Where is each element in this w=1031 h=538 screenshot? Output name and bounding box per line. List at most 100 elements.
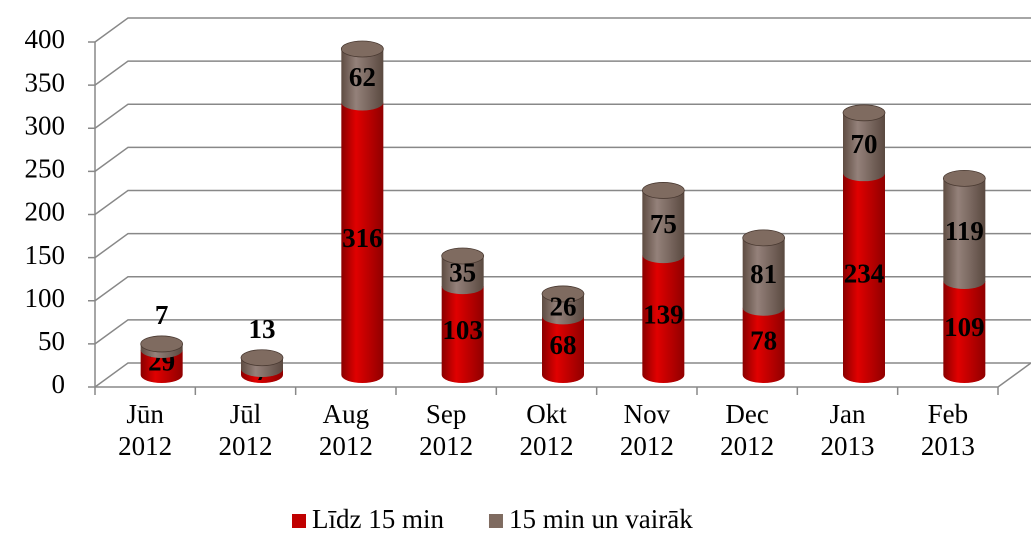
legend-label: Līdz 15 min — [312, 504, 444, 534]
y-tick-label: 0 — [52, 369, 66, 399]
cylinder-body — [642, 255, 685, 383]
y-tick-label: 400 — [25, 24, 66, 54]
grid-line — [94, 103, 1031, 129]
y-tick-label: 300 — [25, 110, 66, 140]
x-tick-line: Aug — [323, 399, 370, 429]
y-tick-label: 200 — [25, 197, 66, 227]
value-label: 68 — [550, 330, 577, 360]
x-tick-line: 2012 — [720, 431, 774, 461]
value-label: 234 — [844, 258, 885, 288]
value-label: 109 — [944, 312, 985, 342]
cylinder-body — [843, 112, 885, 182]
y-tick-label: 100 — [25, 283, 66, 313]
x-tick-label: Nov 2012 — [620, 399, 674, 461]
grid-line — [94, 146, 1031, 172]
bar — [641, 182, 685, 264]
bar — [340, 40, 384, 111]
value-label: 103 — [442, 315, 483, 345]
bar — [140, 335, 184, 358]
legend-swatch — [488, 514, 503, 528]
cylinder-top — [140, 335, 184, 353]
x-tick-label: Sep 2012 — [419, 399, 473, 461]
y-tick-label: 250 — [25, 154, 66, 184]
value-label: 7 — [155, 300, 169, 330]
cylinder-top — [441, 247, 485, 265]
cylinder-body — [742, 237, 785, 316]
cylinder-body — [441, 255, 484, 295]
x-tick-line: Nov — [624, 399, 671, 429]
bar — [542, 316, 584, 383]
x-tick-label: Okt 2012 — [520, 399, 574, 461]
value-label: 13 — [249, 314, 276, 344]
bar — [341, 102, 384, 383]
x-tick-line: 2013 — [921, 431, 975, 461]
bar — [742, 307, 785, 383]
bar — [441, 286, 484, 383]
grid-line — [94, 232, 1031, 259]
x-tick-line: Jūl — [230, 399, 262, 429]
grid-line — [94, 60, 1031, 86]
grid-line — [94, 276, 1031, 302]
cylinder-top — [842, 104, 886, 122]
grid-line — [94, 17, 1031, 43]
cylinder-top — [340, 40, 384, 58]
x-tick-line: Jan — [830, 399, 866, 429]
x-tick-line: 2012 — [118, 431, 172, 461]
cylinder-top — [240, 349, 284, 367]
x-tick-line: 2013 — [821, 431, 875, 461]
cylinder-body — [742, 307, 785, 383]
x-tick-line: Feb — [928, 399, 969, 429]
grid-line — [94, 319, 1031, 345]
x-tick-label: Jan 2013 — [821, 399, 875, 461]
x-tick-line: Sep — [426, 399, 467, 429]
cylinder-top — [541, 285, 585, 303]
x-tick-line: 2012 — [620, 431, 674, 461]
x-tick-line: Jūn — [126, 399, 164, 429]
x-tick-line: 2012 — [419, 431, 473, 461]
value-label: 35 — [449, 257, 476, 287]
value-label: 119 — [945, 216, 984, 246]
cylinder-body — [140, 349, 183, 383]
cylinder-body — [341, 102, 384, 383]
legend-label: 15 min un vairāk — [509, 504, 693, 534]
x-tick-label: Feb 2013 — [921, 399, 975, 461]
value-label: 78 — [750, 326, 777, 356]
legend-swatch — [292, 514, 306, 528]
bar — [942, 169, 986, 289]
x-tick-line: 2012 — [319, 431, 373, 461]
x-tick-line: 2012 — [219, 431, 273, 461]
x-tick-label: Aug 2012 — [319, 399, 373, 461]
grid-line — [94, 362, 1031, 388]
bar — [742, 229, 786, 316]
bar — [842, 104, 886, 182]
bar — [843, 173, 885, 383]
x-tick-line: Okt — [526, 399, 567, 429]
cylinder-top — [742, 229, 786, 247]
cylinder-body — [943, 178, 986, 289]
cylinder-body — [943, 280, 986, 383]
value-label: 26 — [550, 291, 577, 321]
bar — [441, 247, 485, 295]
x-tick-label: Jūl 2012 — [219, 399, 273, 461]
cylinder-body — [642, 190, 685, 264]
x-tick-label: Dec 2012 — [720, 399, 774, 461]
cylinder-body — [542, 293, 584, 325]
y-tick-label: 150 — [25, 240, 66, 270]
y-tick-label: 350 — [25, 67, 66, 97]
cylinder-top — [942, 169, 986, 187]
y-tick-label: 50 — [38, 326, 65, 356]
x-tick-line: Dec — [725, 399, 768, 429]
value-label: 70 — [851, 129, 878, 159]
cylinder-body — [441, 286, 484, 383]
value-label: 316 — [342, 223, 383, 253]
cylinder-body — [843, 173, 885, 383]
bar — [541, 285, 585, 325]
bar — [642, 255, 685, 383]
bar — [140, 349, 183, 383]
value-label: 75 — [650, 209, 677, 239]
bar — [240, 349, 284, 377]
cylinder-body — [542, 316, 584, 383]
x-tick-label: Jūn 2012 — [118, 399, 172, 461]
